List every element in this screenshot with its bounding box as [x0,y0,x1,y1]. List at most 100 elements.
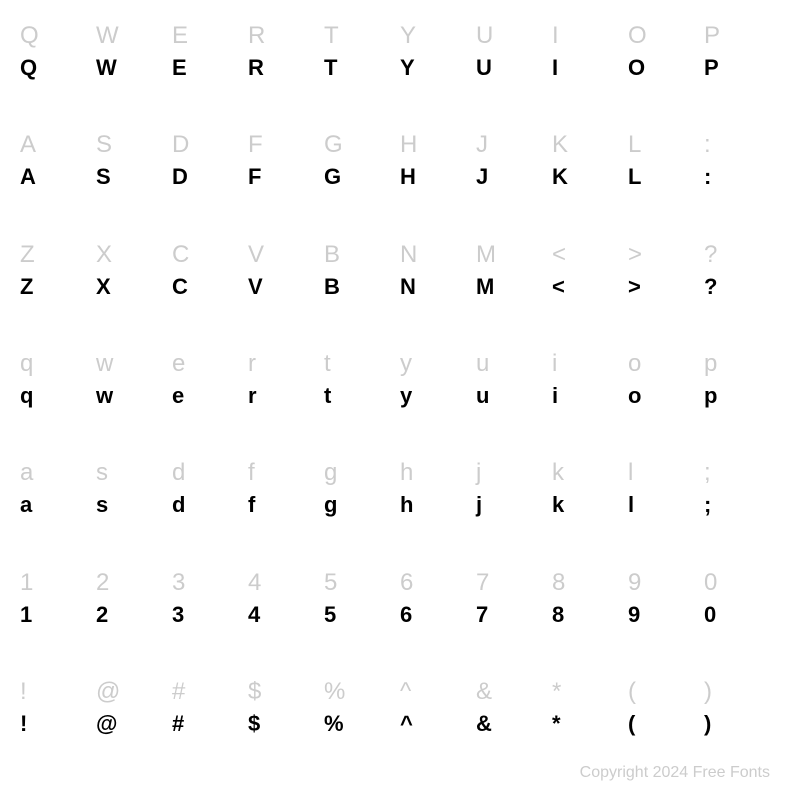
specimen-glyph: E [172,52,248,84]
specimen-glyph: ^ [400,708,476,740]
specimen-glyph: O [628,52,704,84]
specimen-glyph: i [552,380,628,412]
reference-glyph: 2 [96,567,172,599]
specimen-glyph: : [704,161,780,193]
specimen-glyph: u [476,380,552,412]
reference-glyph: e [172,348,248,380]
specimen-row: qwertyuiop [20,380,780,412]
specimen-glyph: U [476,52,552,84]
specimen-glyph: s [96,489,172,521]
specimen-row: QWERTYUIOP [20,52,780,84]
reference-glyph: H [400,129,476,161]
reference-glyph: d [172,457,248,489]
reference-glyph: A [20,129,96,161]
specimen-glyph: ) [704,708,780,740]
reference-glyph: s [96,457,172,489]
reference-glyph: ) [704,676,780,708]
reference-glyph: Y [400,20,476,52]
specimen-glyph: 2 [96,599,172,631]
reference-glyph: D [172,129,248,161]
specimen-glyph: d [172,489,248,521]
specimen-glyph: 5 [324,599,400,631]
specimen-glyph: C [172,271,248,303]
specimen-glyph: f [248,489,324,521]
reference-glyph: K [552,129,628,161]
specimen-glyph: l [628,489,704,521]
specimen-glyph: S [96,161,172,193]
reference-glyph: F [248,129,324,161]
specimen-glyph: > [628,271,704,303]
specimen-glyph: 6 [400,599,476,631]
reference-glyph: # [172,676,248,708]
reference-glyph: ? [704,239,780,271]
reference-glyph: W [96,20,172,52]
reference-glyph: ^ [400,676,476,708]
specimen-glyph: q [20,380,96,412]
reference-glyph: r [248,348,324,380]
reference-glyph: V [248,239,324,271]
reference-glyph: * [552,676,628,708]
reference-glyph: G [324,129,400,161]
reference-glyph: 5 [324,567,400,599]
reference-glyph: f [248,457,324,489]
specimen-glyph: H [400,161,476,193]
specimen-glyph: A [20,161,96,193]
reference-glyph: C [172,239,248,271]
reference-row: 1234567890 [20,567,780,599]
specimen-glyph: % [324,708,400,740]
reference-glyph: g [324,457,400,489]
reference-glyph: P [704,20,780,52]
reference-glyph: 0 [704,567,780,599]
reference-glyph: Z [20,239,96,271]
reference-glyph: X [96,239,172,271]
reference-glyph: : [704,129,780,161]
reference-glyph: k [552,457,628,489]
specimen-glyph: G [324,161,400,193]
reference-glyph: t [324,348,400,380]
specimen-glyph: h [400,489,476,521]
specimen-glyph: g [324,489,400,521]
specimen-row: !@#$%^&*() [20,708,780,740]
specimen-glyph: 0 [704,599,780,631]
specimen-glyph: k [552,489,628,521]
reference-row: QWERTYUIOP [20,20,780,52]
character-row-pair: ASDFGHJKL:ASDFGHJKL: [20,129,780,193]
specimen-glyph: P [704,52,780,84]
specimen-glyph: J [476,161,552,193]
specimen-glyph: R [248,52,324,84]
character-map-grid: QWERTYUIOPQWERTYUIOPASDFGHJKL:ASDFGHJKL:… [20,20,780,740]
reference-glyph: & [476,676,552,708]
specimen-glyph: T [324,52,400,84]
reference-glyph: u [476,348,552,380]
character-row-pair: !@#$%^&*()!@#$%^&*() [20,676,780,740]
specimen-glyph: B [324,271,400,303]
specimen-glyph: @ [96,708,172,740]
specimen-glyph: ! [20,708,96,740]
specimen-glyph: 9 [628,599,704,631]
specimen-row: ZXCVBNM<>? [20,271,780,303]
specimen-glyph: $ [248,708,324,740]
reference-glyph: $ [248,676,324,708]
specimen-glyph: K [552,161,628,193]
reference-glyph: T [324,20,400,52]
specimen-glyph: M [476,271,552,303]
reference-row: !@#$%^&*() [20,676,780,708]
specimen-glyph: Z [20,271,96,303]
specimen-glyph: 7 [476,599,552,631]
reference-glyph: y [400,348,476,380]
specimen-glyph: V [248,271,324,303]
reference-glyph: o [628,348,704,380]
reference-glyph: ; [704,457,780,489]
specimen-glyph: 3 [172,599,248,631]
specimen-glyph: W [96,52,172,84]
reference-glyph: Q [20,20,96,52]
specimen-glyph: j [476,489,552,521]
reference-glyph: 1 [20,567,96,599]
reference-glyph: l [628,457,704,489]
reference-glyph: E [172,20,248,52]
specimen-glyph: a [20,489,96,521]
specimen-glyph: 4 [248,599,324,631]
reference-glyph: w [96,348,172,380]
specimen-glyph: * [552,708,628,740]
specimen-glyph: 1 [20,599,96,631]
